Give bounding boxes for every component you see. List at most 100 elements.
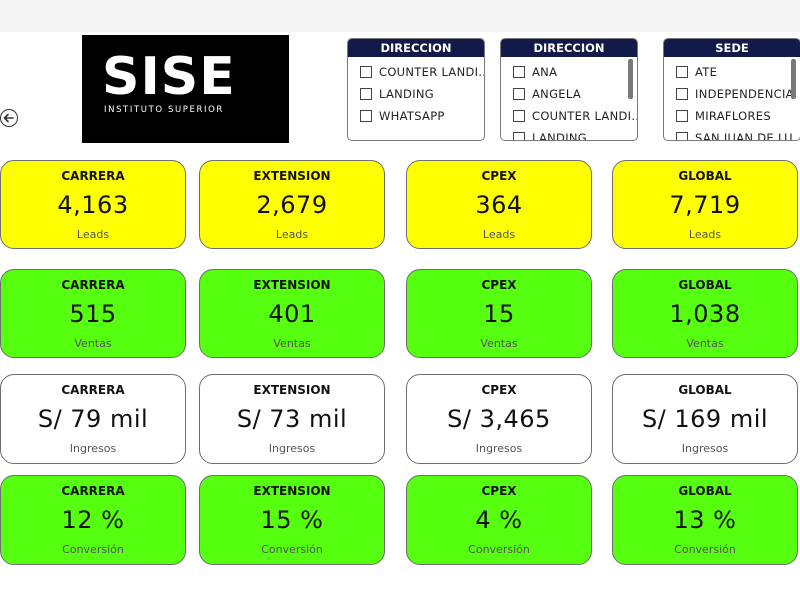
kpi-label: CARRERA: [61, 278, 125, 292]
checkbox[interactable]: [360, 66, 372, 78]
sise-logo: SISE INSTITUTO SUPERIOR: [82, 35, 289, 143]
report-top-bar: [0, 0, 800, 32]
kpi-card-extension-conversion[interactable]: EXTENSION 15 % Conversión: [199, 475, 385, 565]
logo-subtitle: INSTITUTO SUPERIOR: [104, 105, 224, 115]
kpi-label: GLOBAL: [678, 484, 732, 498]
kpi-card-carrera-leads[interactable]: CARRERA 4,163 Leads: [0, 160, 186, 249]
kpi-caption: Leads: [688, 228, 722, 241]
kpi-value: S/ 3,465: [447, 405, 551, 433]
kpi-label: GLOBAL: [678, 383, 732, 397]
slicer-title: DIRECCION: [501, 39, 637, 57]
kpi-card-global-ingresos[interactable]: GLOBAL S/ 169 mil Ingresos: [612, 374, 798, 464]
checkbox[interactable]: [513, 88, 525, 100]
slicer-title: DIRECCION: [348, 39, 484, 57]
kpi-value: 515: [69, 300, 117, 328]
slicer-option-label: ANA: [532, 65, 558, 79]
kpi-card-cpex-ingresos[interactable]: CPEX S/ 3,465 Ingresos: [406, 374, 592, 464]
checkbox[interactable]: [513, 66, 525, 78]
kpi-card-global-leads[interactable]: GLOBAL 7,719 Leads: [612, 160, 798, 249]
kpi-caption: Conversión: [62, 543, 124, 556]
kpi-value: 4 %: [475, 506, 523, 534]
kpi-value: 7,719: [669, 191, 741, 219]
checkbox[interactable]: [676, 110, 688, 122]
slicer-option-label: WHATSAPP: [379, 109, 445, 123]
kpi-card-global-ventas[interactable]: GLOBAL 1,038 Ventas: [612, 269, 798, 358]
kpi-value: S/ 79 mil: [37, 405, 149, 433]
slicer-option-label: ANGELA: [532, 87, 581, 101]
kpi-caption: Conversión: [468, 543, 530, 556]
kpi-label: EXTENSION: [253, 278, 331, 292]
kpi-caption: Ventas: [686, 337, 724, 350]
kpi-label: CARRERA: [61, 169, 125, 183]
slicer-scrollbar[interactable]: [791, 59, 796, 99]
slicer-option[interactable]: COUNTER LANDI...: [513, 105, 637, 127]
kpi-caption: Ingresos: [475, 442, 523, 455]
kpi-card-cpex-conversion[interactable]: CPEX 4 % Conversión: [406, 475, 592, 565]
checkbox[interactable]: [676, 66, 688, 78]
slicer-direccion-1: DIRECCION COUNTER LANDI... LANDING WHATS…: [347, 38, 485, 141]
kpi-value: 364: [475, 191, 523, 219]
kpi-value: 4,163: [57, 191, 129, 219]
kpi-label: CARRERA: [61, 383, 125, 397]
slicer-option[interactable]: MIRAFLORES: [676, 105, 800, 127]
slicer-direccion-2: DIRECCION ANA ANGELA COUNTER LANDI... LA…: [500, 38, 638, 141]
kpi-caption: Ingresos: [681, 442, 729, 455]
kpi-card-extension-ventas[interactable]: EXTENSION 401 Ventas: [199, 269, 385, 358]
kpi-label: CPEX: [481, 278, 517, 292]
kpi-value: 13 %: [673, 506, 737, 534]
slicer-sede: SEDE ATE INDEPENDENCIA MIRAFLORES SAN JU…: [663, 38, 800, 141]
checkbox[interactable]: [513, 110, 525, 122]
slicer-option-label: LANDING: [532, 131, 588, 141]
slicer-option[interactable]: LANDING: [360, 83, 484, 105]
kpi-value: 1,038: [669, 300, 741, 328]
kpi-label: CARRERA: [61, 484, 125, 498]
kpi-label: GLOBAL: [678, 278, 732, 292]
slicer-option[interactable]: ATE: [676, 61, 800, 83]
kpi-value: S/ 73 mil: [236, 405, 348, 433]
kpi-value: 15 %: [260, 506, 324, 534]
kpi-label: CPEX: [481, 169, 517, 183]
slicer-scrollbar[interactable]: [628, 59, 633, 99]
slicer-option-label: SAN JUAN DE LU...: [695, 131, 800, 141]
slicer-option[interactable]: ANGELA: [513, 83, 637, 105]
kpi-caption: Ingresos: [268, 442, 316, 455]
slicer-option-label: MIRAFLORES: [695, 109, 771, 123]
slicer-option-label: LANDING: [379, 87, 435, 101]
kpi-card-cpex-leads[interactable]: CPEX 364 Leads: [406, 160, 592, 249]
kpi-label: GLOBAL: [678, 169, 732, 183]
kpi-value: 12 %: [61, 506, 125, 534]
kpi-card-extension-ingresos[interactable]: EXTENSION S/ 73 mil Ingresos: [199, 374, 385, 464]
slicer-title: SEDE: [664, 39, 800, 57]
slicer-option-label: ATE: [695, 65, 718, 79]
back-arrow-icon[interactable]: [0, 109, 18, 127]
checkbox[interactable]: [360, 88, 372, 100]
kpi-caption: Leads: [482, 228, 516, 241]
kpi-caption: Leads: [275, 228, 309, 241]
kpi-caption: Ingresos: [69, 442, 117, 455]
kpi-card-cpex-ventas[interactable]: CPEX 15 Ventas: [406, 269, 592, 358]
kpi-caption: Ventas: [74, 337, 112, 350]
slicer-option[interactable]: INDEPENDENCIA: [676, 83, 800, 105]
checkbox[interactable]: [513, 132, 525, 140]
kpi-card-carrera-conversion[interactable]: CARRERA 12 % Conversión: [0, 475, 186, 565]
checkbox[interactable]: [676, 132, 688, 140]
kpi-value: 15: [483, 300, 515, 328]
kpi-label: EXTENSION: [253, 484, 331, 498]
slicer-option[interactable]: COUNTER LANDI...: [360, 61, 484, 83]
checkbox[interactable]: [360, 110, 372, 122]
kpi-caption: Conversión: [261, 543, 323, 556]
checkbox[interactable]: [676, 88, 688, 100]
slicer-option[interactable]: ANA: [513, 61, 637, 83]
kpi-card-extension-leads[interactable]: EXTENSION 2,679 Leads: [199, 160, 385, 249]
kpi-caption: Conversión: [674, 543, 736, 556]
slicer-option[interactable]: SAN JUAN DE LU...: [676, 127, 800, 141]
kpi-card-carrera-ingresos[interactable]: CARRERA S/ 79 mil Ingresos: [0, 374, 186, 464]
kpi-card-global-conversion[interactable]: GLOBAL 13 % Conversión: [612, 475, 798, 565]
slicer-option[interactable]: WHATSAPP: [360, 105, 484, 127]
kpi-caption: Leads: [76, 228, 110, 241]
kpi-card-carrera-ventas[interactable]: CARRERA 515 Ventas: [0, 269, 186, 358]
kpi-value: 401: [268, 300, 316, 328]
slicer-option-label: COUNTER LANDI...: [379, 65, 485, 79]
kpi-label: EXTENSION: [253, 383, 331, 397]
slicer-option[interactable]: LANDING: [513, 127, 637, 141]
